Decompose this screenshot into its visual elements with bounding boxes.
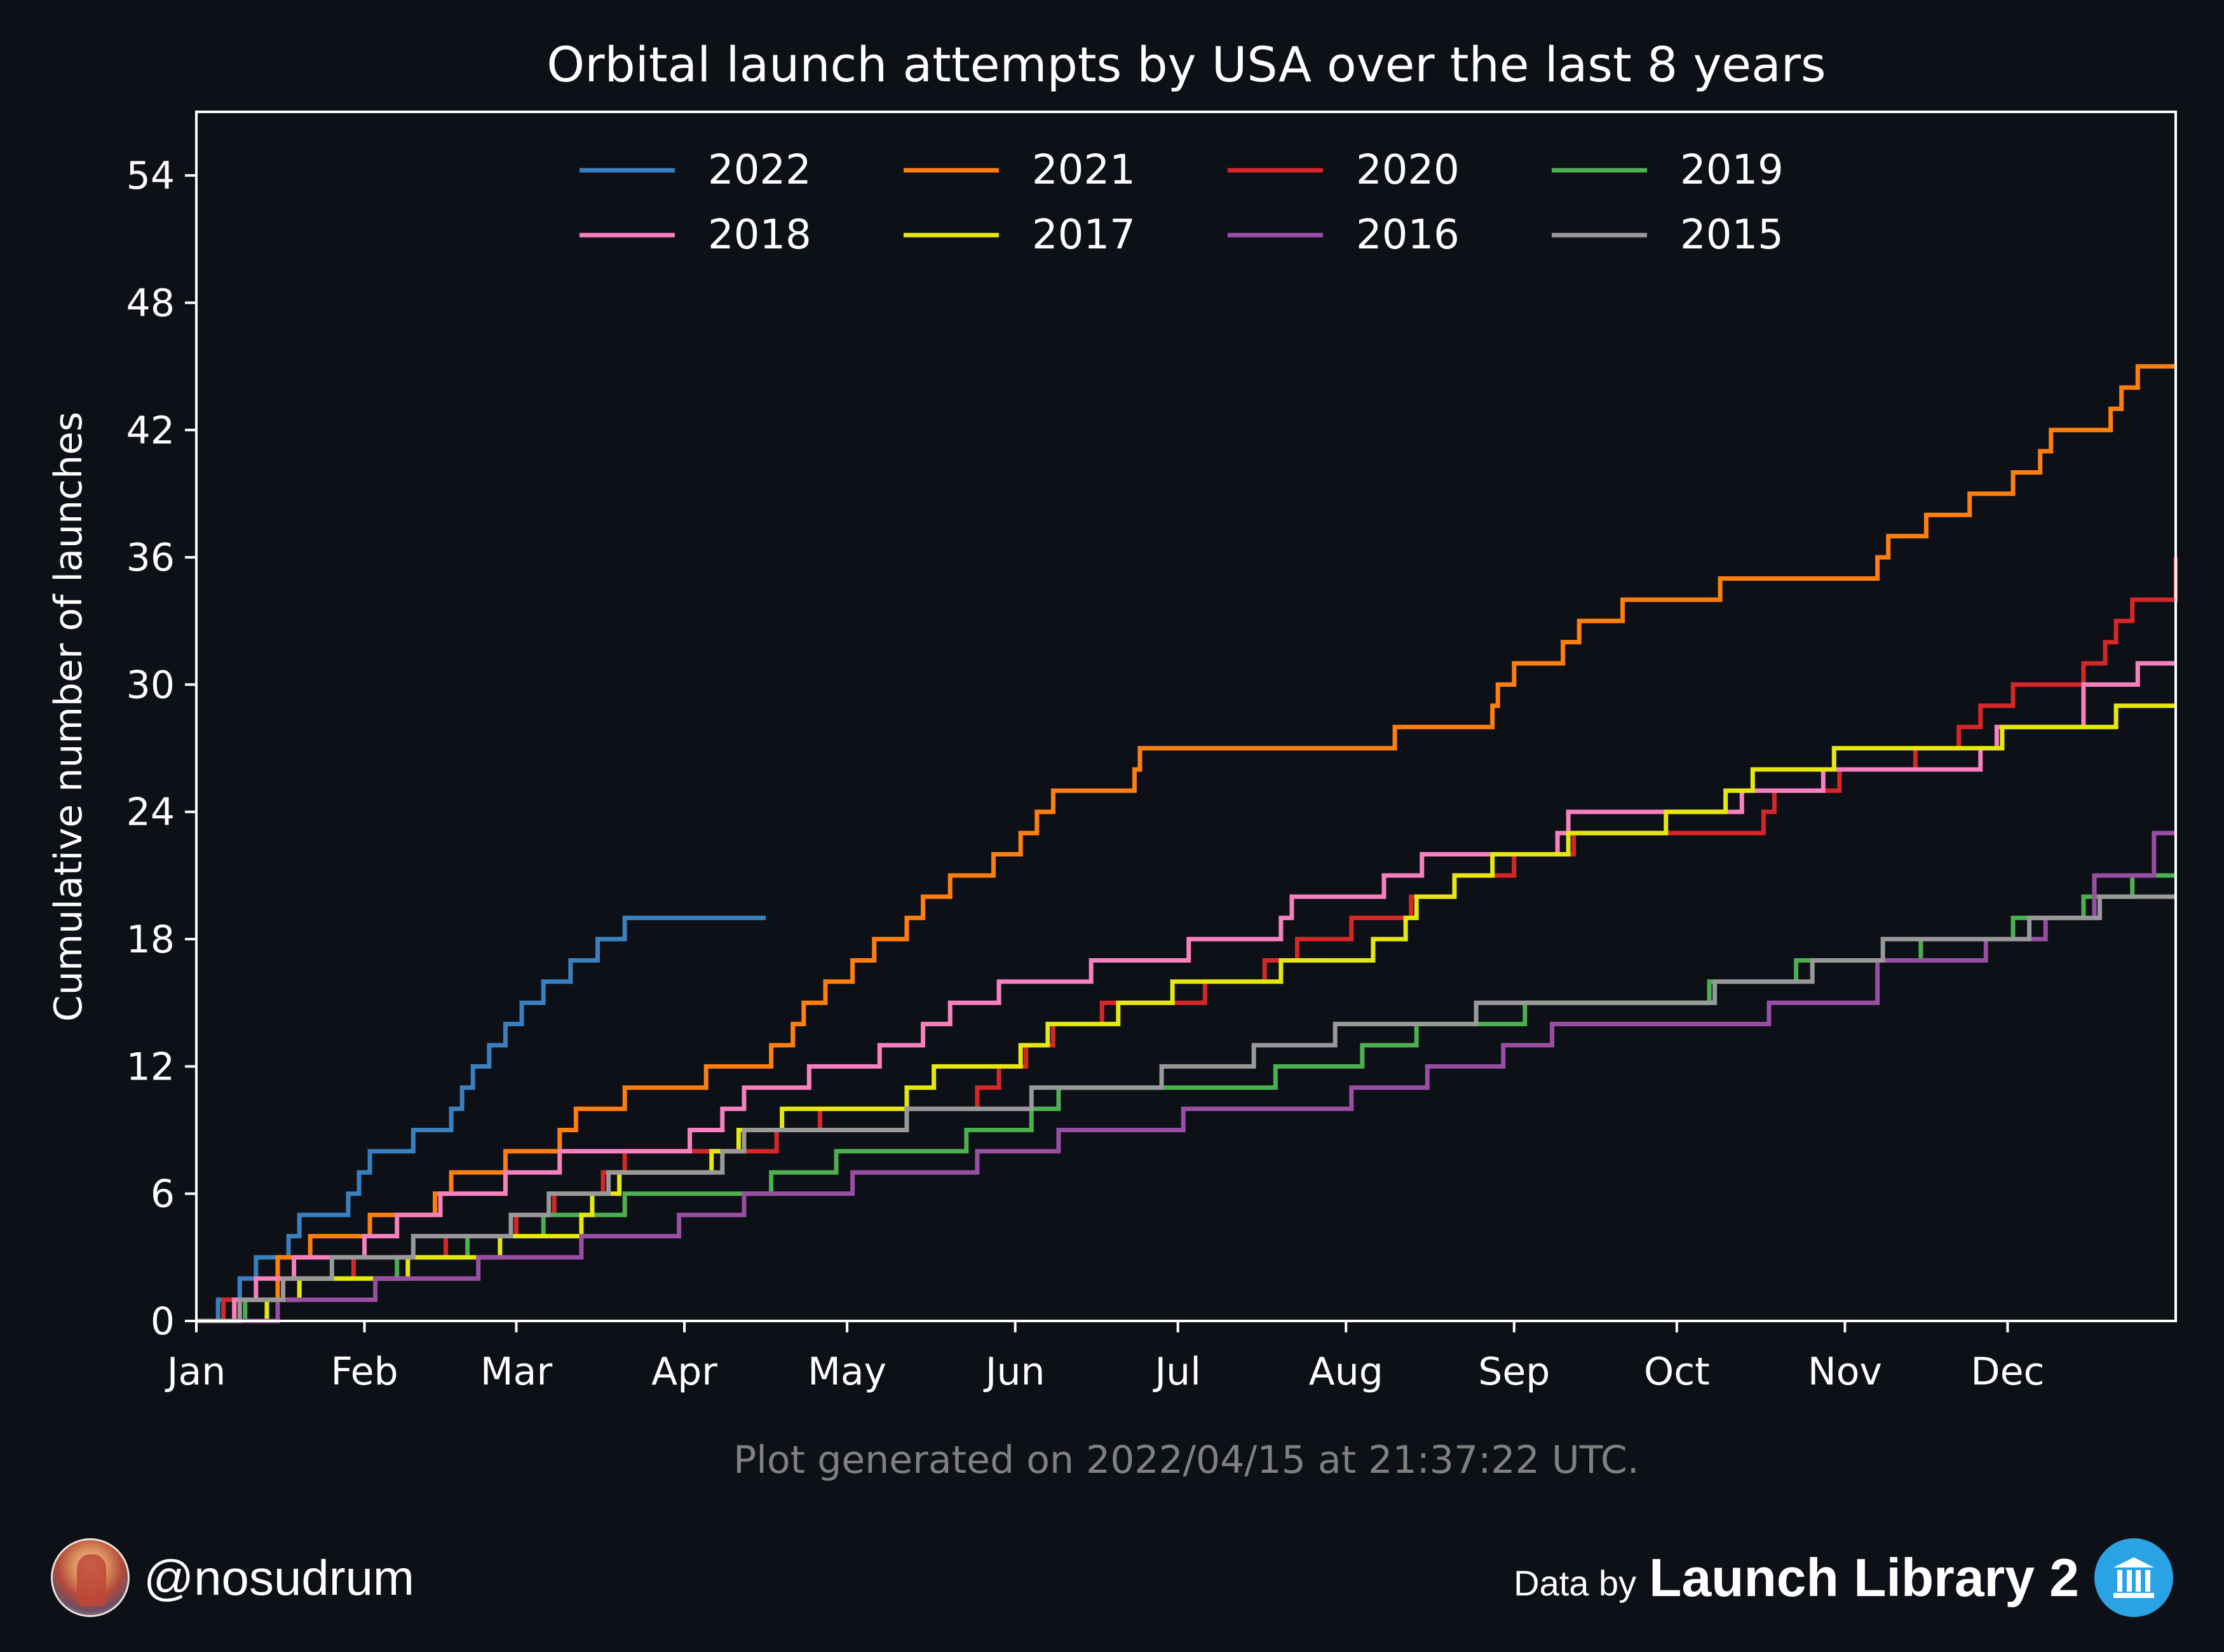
plot-footnote: Plot generated on 2022/04/15 at 21:37:22… <box>733 1438 1639 1482</box>
author-credit: @nosudrum <box>51 1536 414 1619</box>
data-by-label: Data by <box>1514 1562 1637 1603</box>
x-tick-label: Sep <box>1478 1350 1550 1394</box>
y-tick-label: 24 <box>126 790 175 835</box>
y-tick-label: 54 <box>126 154 175 198</box>
legend-label-2019: 2019 <box>1680 147 1784 194</box>
axes-frame <box>195 111 2177 1322</box>
x-axis: Jan Feb Mar Apr May Jun Jul Aug Sep Oct Nov Dec <box>165 1321 2044 1394</box>
museum-columns-icon <box>2094 1538 2173 1617</box>
legend-label-2015: 2015 <box>1680 212 1784 259</box>
y-tick-label: 36 <box>126 536 175 580</box>
x-tick-label: Apr <box>651 1350 717 1394</box>
series-line-2017 <box>196 703 2176 1324</box>
launch-library-brand[interactable]: Launch Library 2 <box>1649 1547 2079 1608</box>
legend-label-2018: 2018 <box>708 212 811 259</box>
series-line-2018 <box>196 661 2176 1324</box>
y-tick-label: 6 <box>151 1172 175 1217</box>
x-tick-label: Nov <box>1808 1350 1882 1394</box>
series-line-2021 <box>196 364 2176 1324</box>
y-tick-label: 42 <box>126 409 175 453</box>
series-line-2016 <box>196 830 2176 1324</box>
data-source-credit: Data by Launch Library 2 <box>1514 1536 2173 1619</box>
plot-area <box>196 364 2178 1324</box>
x-tick-label: Jan <box>165 1350 226 1394</box>
x-tick-label: Aug <box>1309 1350 1383 1394</box>
series-line-2022 <box>196 916 766 1324</box>
legend-label-2021: 2021 <box>1032 147 1136 194</box>
y-tick-label: 30 <box>126 663 175 707</box>
legend-label-2017: 2017 <box>1032 212 1136 259</box>
x-tick-label: Oct <box>1644 1350 1710 1394</box>
series-line-2020 <box>196 557 2178 1324</box>
series-line-2015 <box>196 894 2176 1324</box>
launch-chart: Orbital launch attempts by USA over the … <box>46 36 2178 1482</box>
y-tick-label: 48 <box>126 281 175 325</box>
series-line-2019 <box>196 873 2176 1324</box>
x-tick-label: Jun <box>983 1350 1045 1394</box>
chart-legend: 2022 2021 2020 2019 2018 2017 2016 2015 <box>580 147 1784 259</box>
astronaut-avatar-icon <box>51 1538 130 1617</box>
chart-title: Orbital launch attempts by USA over the … <box>546 36 1826 93</box>
y-tick-label: 18 <box>126 917 175 962</box>
legend-label-2022: 2022 <box>708 147 811 194</box>
x-tick-label: Jul <box>1152 1350 1200 1394</box>
author-handle[interactable]: @nosudrum <box>144 1549 415 1606</box>
x-tick-label: May <box>808 1350 886 1394</box>
x-tick-label: Feb <box>330 1350 398 1394</box>
y-axis-label: Cumulative number of launches <box>46 412 91 1022</box>
legend-label-2020: 2020 <box>1356 147 1460 194</box>
legend-label-2016: 2016 <box>1356 212 1460 259</box>
y-axis: 0 6 12 18 24 30 36 42 48 54 <box>126 154 196 1344</box>
x-tick-label: Dec <box>1970 1350 2044 1394</box>
x-tick-label: Mar <box>480 1350 553 1394</box>
y-tick-label: 12 <box>126 1045 175 1089</box>
y-tick-label: 0 <box>151 1299 175 1344</box>
